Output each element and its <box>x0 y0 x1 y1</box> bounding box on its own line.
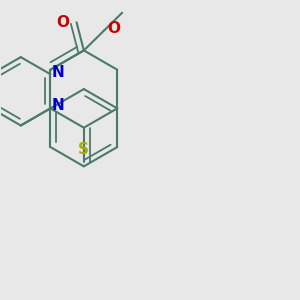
Text: O: O <box>56 15 69 30</box>
Text: S: S <box>78 142 89 157</box>
Text: N: N <box>52 98 64 113</box>
Text: N: N <box>52 64 64 80</box>
Text: O: O <box>107 21 121 36</box>
